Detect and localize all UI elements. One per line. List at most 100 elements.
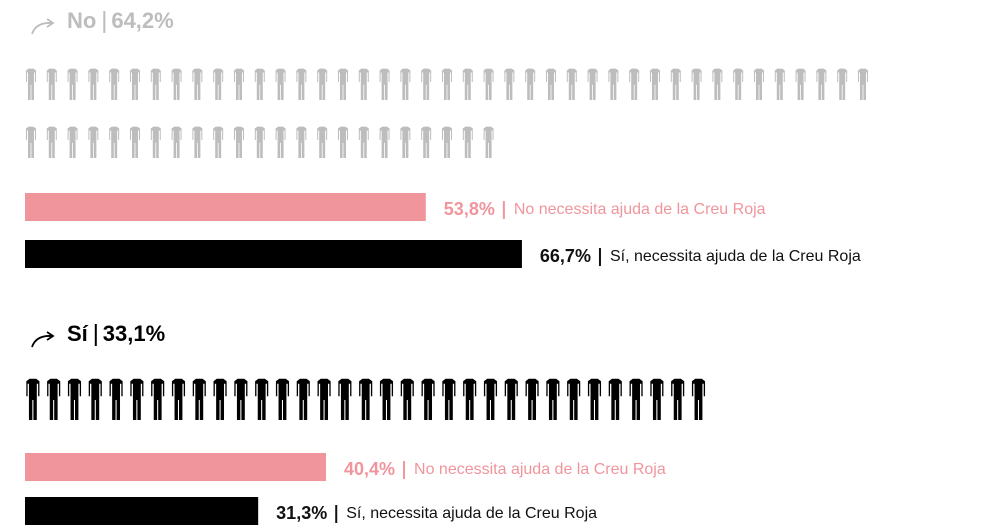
person-icon [150, 68, 161, 100]
person-icon [171, 378, 186, 420]
person-icon [317, 126, 328, 158]
person-icon [88, 68, 99, 100]
person-icon [379, 68, 390, 100]
person-icon [483, 378, 498, 420]
person-icon [463, 378, 477, 420]
person-icon [67, 68, 78, 100]
person-icon [483, 126, 494, 158]
person-icon [670, 68, 681, 100]
person-icon [358, 126, 369, 158]
person-icon [129, 68, 140, 100]
person-icon [151, 378, 165, 420]
person-icon [671, 378, 685, 420]
bar [25, 193, 426, 221]
person-icon [587, 68, 598, 100]
person-icon [421, 378, 435, 420]
separator [94, 324, 97, 346]
arrow-icon [31, 18, 55, 35]
person-icon [338, 378, 352, 420]
person-icon [483, 68, 494, 100]
person-icon [317, 378, 331, 420]
person-icon [525, 68, 536, 100]
person-icon [857, 68, 868, 100]
person-icon [192, 126, 203, 158]
arrow-icon [31, 331, 55, 348]
person-icon [296, 68, 307, 100]
section-title: No [67, 8, 96, 33]
person-icon [337, 126, 348, 158]
person-icon [504, 378, 518, 420]
person-icon [88, 126, 99, 158]
person-icon [213, 126, 224, 158]
person-icon [213, 378, 227, 420]
person-icon [753, 68, 764, 100]
person-icon [837, 68, 848, 100]
person-icon [275, 68, 286, 100]
person-icon [67, 126, 78, 158]
person-icon [587, 378, 602, 420]
person-icon [67, 378, 82, 420]
person-icon [379, 378, 394, 420]
person-icon [691, 378, 706, 420]
person-icon [359, 378, 373, 420]
person-icon [691, 68, 702, 100]
value-label: 31,3% [276, 503, 327, 523]
person-icon [109, 126, 120, 158]
person-icon [546, 378, 560, 420]
person-icon [566, 68, 577, 100]
person-icon [337, 68, 348, 100]
person-icon [150, 126, 161, 158]
person-icon [400, 378, 414, 420]
person-icon [567, 378, 581, 420]
person-icon [25, 68, 36, 100]
person-icon [213, 68, 224, 100]
person-icon [129, 126, 140, 158]
person-icon [233, 68, 244, 100]
separator [598, 248, 601, 266]
person-icon [171, 68, 182, 100]
person-icon [275, 378, 290, 420]
category-label: Sí, necessita ajuda de la Creu Roja [610, 248, 861, 265]
person-icon [46, 68, 57, 100]
person-icon [317, 68, 328, 100]
person-icon [130, 378, 144, 420]
section-value: 33,1% [103, 321, 165, 346]
person-icon [26, 378, 40, 420]
person-icon [358, 68, 369, 100]
person-icon [733, 68, 744, 100]
person-icon [109, 68, 120, 100]
person-icon [441, 126, 452, 158]
person-icon [774, 68, 785, 100]
person-icon [525, 378, 539, 420]
person-icon [254, 126, 265, 158]
person-icon [400, 68, 411, 100]
separator [502, 201, 505, 219]
person-icon [46, 126, 57, 158]
person-icon [650, 378, 664, 420]
value-label: 66,7% [540, 246, 591, 266]
person-icon [255, 378, 269, 420]
separator [403, 461, 406, 479]
person-icon [234, 378, 248, 420]
person-icon [25, 126, 36, 158]
person-icon [441, 68, 452, 100]
person-icon [296, 126, 307, 158]
bar [25, 453, 326, 481]
value-label: 53,8% [444, 199, 495, 219]
person-icon [296, 378, 310, 420]
person-icon [816, 68, 827, 100]
person-icon [421, 68, 432, 100]
person-icon [171, 126, 182, 158]
person-icon [400, 126, 411, 158]
person-icon [712, 68, 723, 100]
person-icon [462, 68, 473, 100]
category-label: No necessita ajuda de la Creu Roja [514, 201, 766, 218]
bar [25, 240, 522, 268]
section-title: Sí [67, 321, 89, 346]
person-icon [608, 378, 622, 420]
separator [335, 505, 338, 523]
person-icon [795, 68, 806, 100]
value-label: 40,4% [344, 459, 395, 479]
person-icon [47, 378, 61, 420]
person-icon [545, 68, 556, 100]
